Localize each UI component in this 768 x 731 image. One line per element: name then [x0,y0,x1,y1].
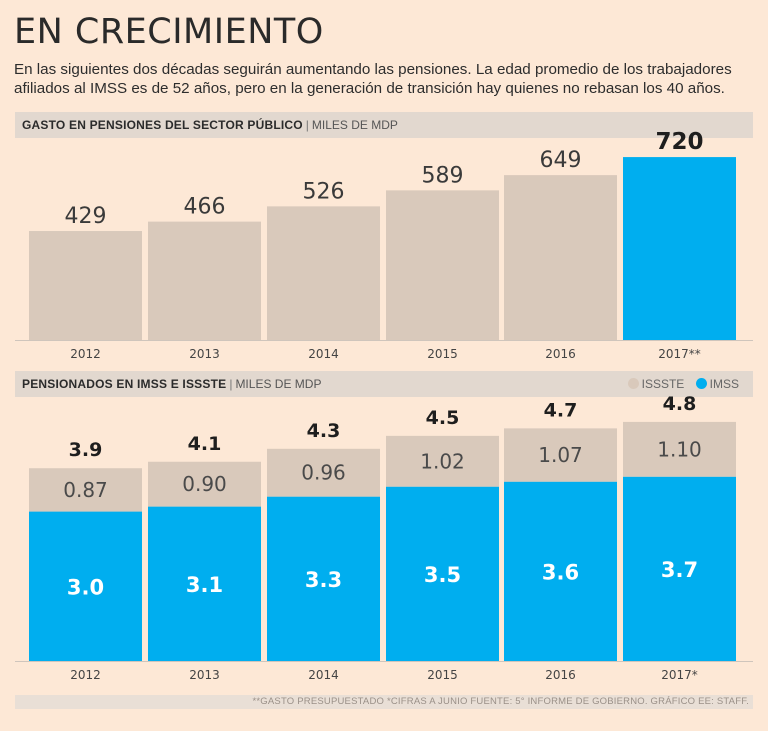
chart2-bar-issste [267,448,380,497]
chart1-value-label: 720 [655,129,703,155]
section-unit-pensionados: MILES DE MDP [235,377,322,391]
chart2-issste-label: 1.02 [420,449,465,473]
chart1-tick-label: 2017** [658,347,701,361]
chart2-total-label: 4.1 [188,433,222,455]
chart1-tick-label: 2015 [427,347,458,361]
chart2-imss-label: 3.5 [424,563,461,587]
chart2-bar-issste [504,428,617,482]
chart1-bar [267,206,380,340]
chart1-value-label: 466 [184,195,226,220]
chart2-bar-imss [148,506,261,661]
footnote: **GASTO PRESUPUESTADO *CIFRAS A JUNIO FU… [15,695,753,709]
chart2-tick-label: 2016 [545,668,576,682]
chart2-bar-issste [148,461,261,507]
chart2-bar-issste [29,468,142,512]
chart2-tick-label: 2012 [70,668,101,682]
chart2-bar-imss [267,496,380,661]
chart2-tick-label: 2013 [189,668,220,682]
chart2-issste-label: 0.90 [182,472,227,496]
chart1-bar [504,175,617,340]
chart2-tick-label: 2017* [661,668,698,682]
legend: ISSSTE IMSS [620,371,739,397]
page-title: EN CRECIMIENTO [14,12,324,52]
chart2-issste-label: 0.87 [63,478,108,502]
legend-swatch-imss [695,378,707,389]
section-title-gasto: GASTO EN PENSIONES DEL SECTOR PÚBLICO [22,118,303,132]
chart1-bar [29,231,142,340]
section-header-gasto: GASTO EN PENSIONES DEL SECTOR PÚBLICO | MI… [15,112,753,138]
legend-label-imss: IMSS [709,377,739,391]
chart2-bar-issste [386,435,499,487]
chart1-value-label: 429 [65,204,107,229]
chart2-bar-issste [623,421,736,477]
section-header-pensionados: PENSIONADOS EN IMSS E ISSSTE | MILES DE MD… [15,371,753,397]
chart1-tick-label: 2012 [70,347,101,361]
chart1-tick-label: 2016 [545,347,576,361]
chart2-bar-imss [623,476,736,661]
page-subtitle: En las siguientes dos décadas seguirán a… [14,61,732,97]
chart1-bar [148,221,261,340]
chart2-bar-imss [29,511,142,661]
chart2-issste-label: 0.96 [301,461,346,485]
chart1-tick-label: 2013 [189,347,220,361]
chart2-imss-label: 3.6 [542,560,579,584]
chart2-total-label: 4.3 [307,420,341,442]
section-unit-gasto: MILES DE MDP [311,118,398,132]
legend-label-issste: ISSSTE [641,377,685,391]
chart1-tick-label: 2014 [308,347,339,361]
chart1-value-label: 589 [422,163,464,188]
chart2-tick-label: 2015 [427,668,458,682]
chart2-imss-label: 3.0 [67,575,104,599]
section-separator-gasto: | [305,118,309,132]
chart2-tick-label: 2014 [308,668,339,682]
chart2-issste-label: 1.10 [657,437,702,461]
chart1-bar [623,157,736,340]
chart2-total-label: 4.8 [663,393,697,415]
chart1-bar [386,190,499,340]
footnote-text: **GASTO PRESUPUESTADO *CIFRAS A JUNIO FU… [252,696,749,707]
chart2-total-label: 3.9 [69,439,103,461]
section-title-pensionados: PENSIONADOS EN IMSS E ISSSTE [22,377,227,391]
chart2-total-label: 4.5 [426,407,460,429]
chart2-imss-label: 3.7 [661,558,698,582]
chart1-value-label: 649 [540,148,582,173]
chart2-imss-label: 3.3 [305,568,342,592]
chart2-imss-label: 3.1 [186,573,223,597]
chart2-total-label: 4.7 [544,399,578,421]
chart2-bar-imss [386,486,499,661]
legend-swatch-issste [627,378,639,389]
section-separator-pensionados: | [229,377,233,391]
chart2-issste-label: 1.07 [538,443,583,467]
chart2-bar-imss [504,481,617,661]
chart1-value-label: 526 [303,179,345,204]
